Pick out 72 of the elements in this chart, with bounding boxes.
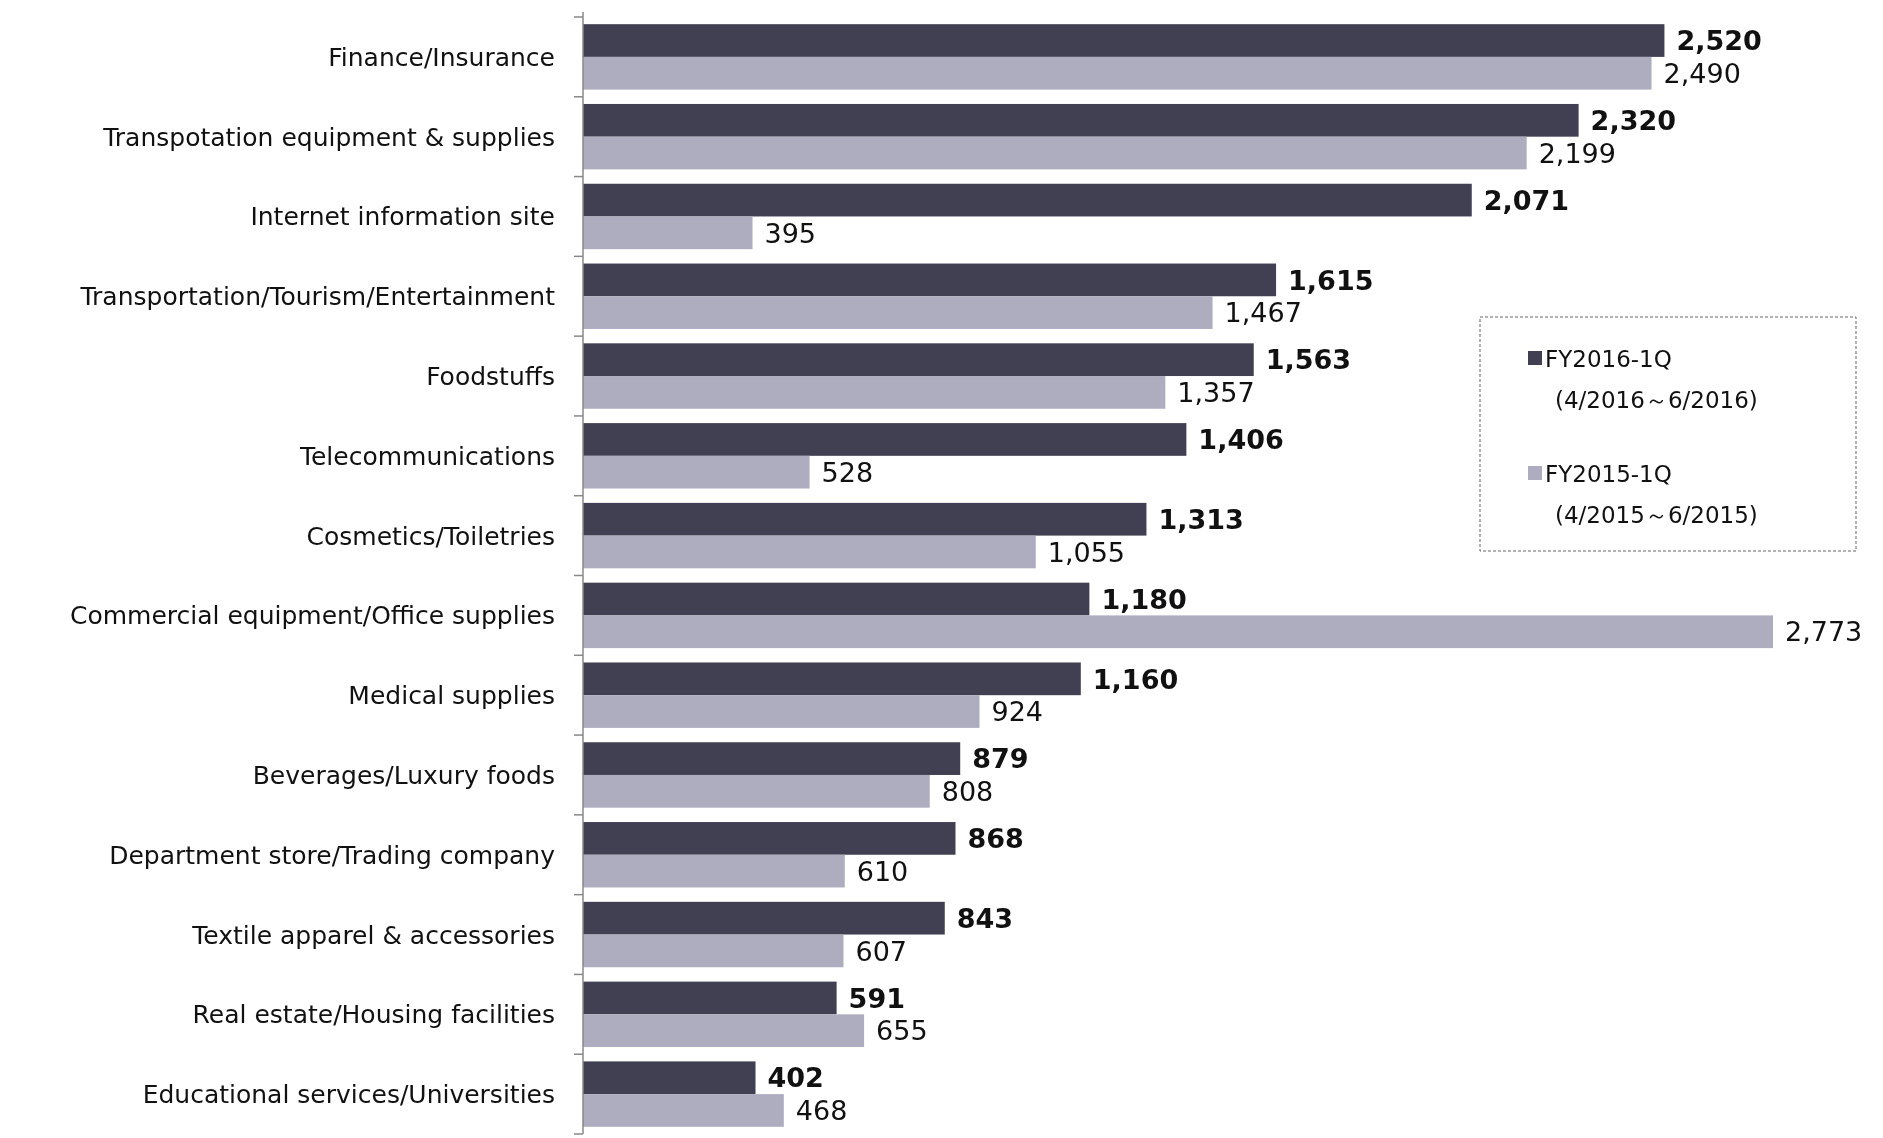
data-label: 395: [764, 217, 817, 249]
data-label: 468: [795, 1095, 848, 1127]
y-tick-label: Transportation/Tourism/Entertainment: [79, 282, 556, 312]
y-tick-label: Beverages/Luxury foods: [252, 760, 555, 790]
data-label: 879: [972, 743, 1029, 775]
data-label: 1,615: [1288, 264, 1374, 296]
data-label: 2,520: [1676, 25, 1762, 57]
y-tick-label: Medical supplies: [348, 681, 555, 711]
bar: [583, 216, 753, 250]
data-label: 402: [767, 1062, 824, 1094]
bar: [583, 24, 1665, 57]
bar: [583, 56, 1652, 90]
data-label: 607: [855, 935, 908, 967]
y-tick-label: Foodstuffs: [426, 362, 555, 392]
y-tick-label: Telecommunications: [298, 441, 555, 471]
data-label: 924: [991, 696, 1044, 728]
y-tick-label: Transpotation equipment & supplies: [102, 122, 555, 152]
data-label: 1,357: [1177, 377, 1255, 409]
bar: [583, 183, 1472, 217]
data-label: 868: [967, 823, 1024, 855]
bar: [583, 423, 1187, 456]
bar: [583, 502, 1147, 536]
bar: [583, 742, 961, 775]
bar: [583, 455, 810, 489]
bar: [583, 774, 930, 808]
y-tick-label: Internet information site: [250, 202, 555, 232]
data-label: 808: [941, 776, 994, 808]
y-tick-label: Educational services/Universities: [142, 1080, 555, 1110]
data-label: 1,313: [1158, 503, 1244, 535]
data-label: 2,071: [1483, 184, 1570, 216]
y-tick-label: Finance/Insurance: [328, 42, 555, 72]
bar: [583, 822, 956, 855]
bar: [583, 535, 1036, 569]
y-tick-label: Real estate/Housing facilities: [192, 1000, 555, 1030]
y-tick-label: Cosmetics/Toiletries: [306, 521, 555, 551]
legend-label: FY2016-1Q (4/2016～6/2016): [1545, 346, 1758, 414]
data-label: 2,199: [1538, 137, 1616, 169]
data-label: 2,320: [1590, 105, 1677, 137]
y-tick-label: Department store/Trading company: [109, 840, 556, 870]
data-label: 1,467: [1224, 297, 1302, 329]
data-label: 1,406: [1198, 424, 1284, 456]
y-tick-label: Textile apparel & accessories: [191, 920, 555, 950]
bar: [583, 582, 1090, 616]
bar: [583, 662, 1081, 696]
bar: [583, 901, 945, 935]
bar: [583, 1014, 865, 1048]
data-label: 2,490: [1663, 57, 1741, 89]
bar: [583, 981, 837, 1015]
bar: [583, 854, 845, 888]
y-tick-label: Commercial equipment/Office supplies: [69, 601, 555, 631]
legend-label: FY2015-1Q (4/2015～6/2015): [1545, 461, 1758, 529]
bar: [583, 934, 844, 968]
bar: [583, 615, 1773, 649]
data-label: 1,180: [1101, 583, 1187, 615]
data-label: 591: [848, 982, 905, 1014]
data-label: 1,055: [1047, 536, 1126, 568]
bar: [583, 136, 1527, 170]
bar: [583, 1094, 784, 1127]
data-label: 2,773: [1785, 616, 1863, 648]
bar: [583, 695, 980, 728]
data-label: 610: [856, 855, 909, 887]
bar: [583, 103, 1579, 137]
data-label: 1,160: [1092, 663, 1179, 695]
data-label: 528: [821, 456, 874, 488]
bar: [583, 296, 1213, 329]
data-label: 843: [956, 902, 1014, 934]
bar: [583, 1061, 756, 1095]
bar: [583, 343, 1254, 377]
data-label: 1,563: [1265, 344, 1352, 376]
bar: [583, 376, 1166, 409]
bar: [583, 263, 1277, 297]
data-label: 655: [876, 1015, 928, 1047]
